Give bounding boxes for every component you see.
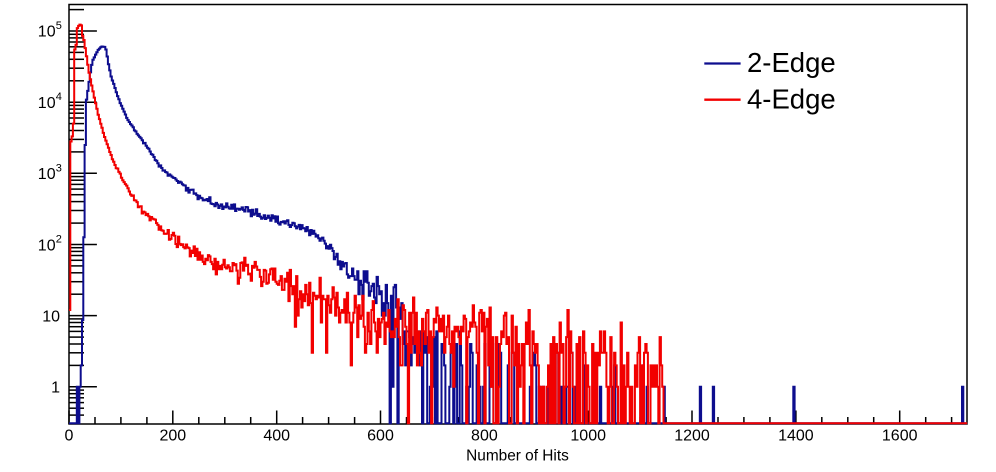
svg-text:4-Edge: 4-Edge (747, 83, 836, 114)
svg-text:10: 10 (38, 166, 56, 183)
svg-text:1: 1 (51, 380, 60, 397)
svg-text:10: 10 (38, 95, 56, 112)
svg-text:1000: 1000 (570, 428, 606, 445)
svg-text:5: 5 (56, 20, 62, 32)
svg-text:1400: 1400 (778, 428, 814, 445)
svg-text:800: 800 (471, 428, 498, 445)
svg-text:10: 10 (38, 24, 56, 41)
svg-text:1200: 1200 (674, 428, 710, 445)
svg-text:200: 200 (159, 428, 186, 445)
svg-text:10: 10 (42, 309, 60, 326)
svg-text:4: 4 (56, 91, 62, 103)
svg-text:Number of Hits: Number of Hits (466, 448, 569, 465)
svg-text:400: 400 (263, 428, 290, 445)
svg-text:1600: 1600 (882, 428, 918, 445)
svg-text:600: 600 (367, 428, 394, 445)
svg-text:2-Edge: 2-Edge (747, 47, 836, 78)
svg-text:2: 2 (56, 234, 62, 246)
svg-text:0: 0 (65, 428, 74, 445)
svg-text:3: 3 (56, 162, 62, 174)
svg-text:10: 10 (38, 237, 56, 254)
